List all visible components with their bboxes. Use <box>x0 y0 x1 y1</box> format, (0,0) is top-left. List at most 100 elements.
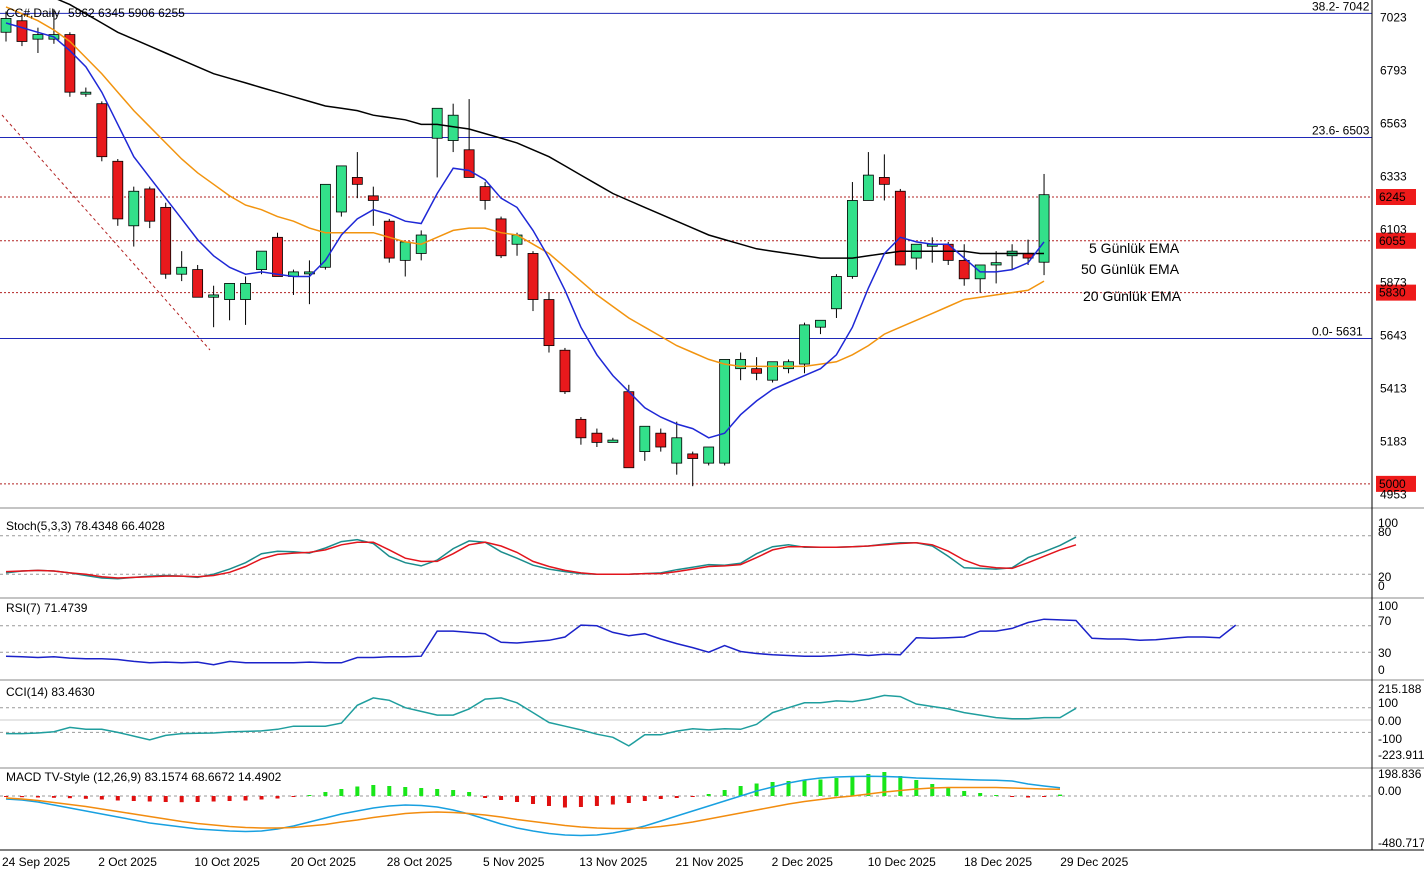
ema50-line <box>57 0 1044 259</box>
price-level-box-label: 5000 <box>1379 477 1406 491</box>
macd-histogram-bar <box>866 774 871 796</box>
candle-body <box>0 18 12 33</box>
candle-body <box>32 34 44 40</box>
date-tick-label: 18 Dec 2025 <box>964 855 1032 869</box>
macd-histogram-bar <box>994 795 999 796</box>
macd-histogram-bar <box>323 792 328 796</box>
candle-body <box>527 253 539 300</box>
macd-histogram-bar <box>115 796 120 801</box>
macd-histogram-bar <box>499 796 504 800</box>
price-level-box-label: 6245 <box>1379 190 1406 204</box>
price-tick-label: 6563 <box>1380 117 1407 131</box>
macd-histogram-bar <box>706 794 711 796</box>
candle <box>894 188 906 266</box>
candle-body <box>176 266 188 275</box>
candle <box>335 165 347 217</box>
candle-body <box>495 218 507 257</box>
candle <box>799 322 810 374</box>
grid-layer <box>0 507 1424 851</box>
macd-histogram-bar <box>403 787 408 796</box>
macd-histogram-bar <box>1042 796 1047 797</box>
candle <box>767 361 778 383</box>
candle <box>862 152 874 201</box>
macd-histogram-bar <box>1058 794 1063 796</box>
price-panel: 38.2- 7042 23.6- 6503 0.0- 5631 6245 6055 583… <box>0 0 1416 492</box>
candle <box>0 11 12 42</box>
candle <box>319 183 331 270</box>
candle-body <box>1038 194 1050 263</box>
macd-histogram-bar <box>658 796 663 799</box>
candle-body <box>383 220 395 259</box>
candle <box>543 292 555 353</box>
candle-body <box>272 236 283 277</box>
macd-histogram-bar <box>371 785 376 796</box>
macd-histogram-bar <box>738 786 743 796</box>
macd-histogram-bar <box>978 793 983 796</box>
macd-histogram-bar <box>83 796 88 799</box>
candle <box>719 359 731 466</box>
indicator-tick-label: 198.836 <box>1378 767 1422 781</box>
candle-body <box>655 432 667 448</box>
price-tick-label: 5183 <box>1380 435 1407 449</box>
rsi-line <box>5 618 1237 666</box>
candle <box>671 421 683 475</box>
macd-line <box>5 775 1061 837</box>
candle <box>703 446 715 466</box>
indicator-tick-label: -100 <box>1378 732 1402 746</box>
candle <box>272 232 283 277</box>
macd-histogram-bar <box>307 795 312 796</box>
macd-histogram-bar <box>946 788 951 796</box>
price-tick-label: 5873 <box>1380 276 1407 290</box>
macd-histogram-bar <box>259 796 264 800</box>
candle <box>1022 239 1034 265</box>
macd-histogram-bar <box>818 779 823 796</box>
chart-title: CC#,Daily 5962 6345 5906 6255 <box>6 6 185 20</box>
candle-body <box>894 190 906 266</box>
macd-histogram-bar <box>211 796 216 802</box>
macd-histogram-bar <box>51 796 56 798</box>
candle-body <box>958 259 970 280</box>
candle <box>559 347 571 395</box>
candle <box>383 218 395 263</box>
candle-body <box>719 359 731 464</box>
candle <box>399 241 411 277</box>
price-tick-label: 5643 <box>1380 329 1407 343</box>
ema20-line <box>5 6 1045 368</box>
macd-histogram-bar <box>802 780 807 796</box>
price-level-box <box>1376 284 1416 301</box>
indicator-tick-label: -480.717 <box>1378 836 1424 850</box>
price-level-box-label: 5830 <box>1379 286 1406 300</box>
fib-trend-line <box>1 114 211 351</box>
macd-histogram-bar <box>562 796 567 808</box>
candle-body <box>990 262 1002 266</box>
price-tick-label: 6333 <box>1380 170 1407 184</box>
macd-histogram-bar <box>642 796 647 801</box>
macd-histogram-bar <box>195 796 200 802</box>
macd-histogram-bar <box>722 790 727 796</box>
indicator-tick-label: 30 <box>1378 646 1392 660</box>
macd-histogram-bar <box>179 796 184 803</box>
candle <box>431 107 443 178</box>
candle <box>687 451 699 487</box>
candle-body <box>319 183 331 268</box>
macd-histogram-bar <box>227 796 232 801</box>
indicator-tick-label: 0.00 <box>1378 784 1402 798</box>
candle <box>751 357 762 381</box>
macd-histogram-bar <box>483 796 488 798</box>
macd-histogram-bar <box>578 796 583 807</box>
macd-histogram-bar <box>451 790 456 796</box>
macd-histogram-bar <box>515 796 520 802</box>
candle-body <box>128 190 140 227</box>
indicator-title: MACD TV-Style (12,26,9) 83.1574 68.6672 … <box>6 770 282 784</box>
candle-body <box>623 391 635 469</box>
indicator-tick-label: 100 <box>1378 516 1398 530</box>
indicator-tick-label: 70 <box>1378 614 1392 628</box>
candle-body <box>399 241 411 261</box>
candle <box>527 251 539 312</box>
candle-body <box>16 20 28 42</box>
macd-histogram-bar <box>594 796 599 806</box>
candle <box>128 186 140 247</box>
